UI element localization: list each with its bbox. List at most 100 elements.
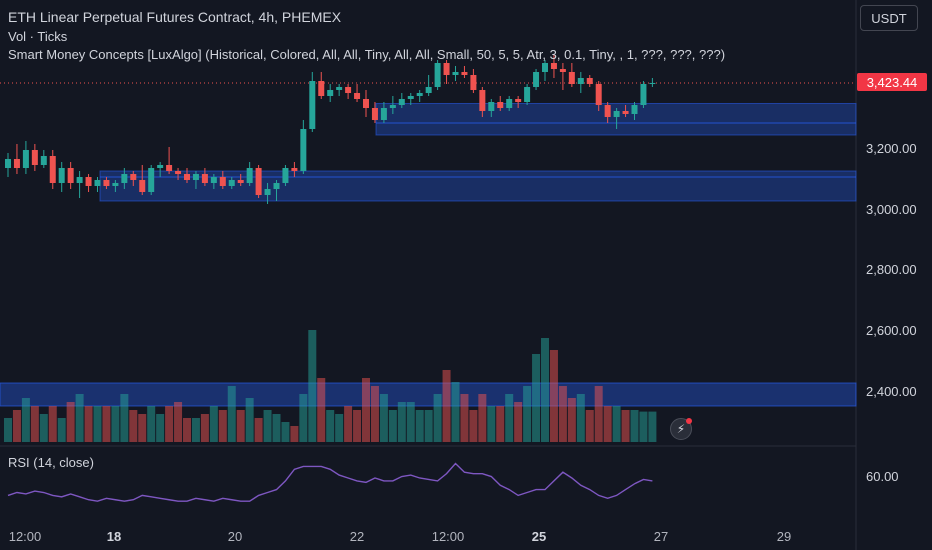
time-label: 22 (349, 529, 365, 544)
volume-bar (460, 394, 469, 442)
volume-bar (424, 410, 433, 442)
volume-bar (603, 406, 612, 442)
price-label: 3,000.00 (866, 202, 917, 217)
candle-body (407, 96, 414, 99)
candle-body (640, 84, 647, 105)
candle-body (184, 174, 190, 180)
volume-bar (308, 330, 317, 442)
volume-bar (612, 406, 621, 442)
candle-body (300, 129, 307, 171)
volume-bar (415, 410, 424, 442)
volume-bar (57, 418, 66, 442)
volume-bar (585, 410, 594, 442)
volume-bar (84, 406, 93, 442)
candle-body (434, 63, 441, 87)
candle-body (210, 177, 217, 183)
rsi-indicator-label[interactable]: RSI (14, close) (8, 455, 94, 470)
candle-body (452, 72, 459, 75)
time-label: 20 (227, 529, 243, 544)
volume-bar (558, 386, 567, 442)
volume-bar (147, 406, 156, 442)
order-block-zone (375, 103, 857, 136)
volume-bar (648, 411, 657, 442)
chart-title: ETH Linear Perpetual Futures Contract, 4… (8, 9, 342, 25)
volume-bar (496, 406, 505, 442)
volume-bar (272, 414, 281, 442)
candle-body (31, 150, 38, 165)
candle-body (309, 81, 316, 129)
volume-bar (236, 410, 245, 442)
time-label: 18 (106, 529, 122, 544)
price-label: 2,600.00 (866, 323, 917, 338)
volume-bar (362, 378, 370, 442)
candle-body (273, 183, 280, 189)
candle-body (76, 177, 83, 183)
volume-bar (514, 402, 523, 442)
volume-bar (487, 406, 496, 442)
volume-bar (48, 406, 57, 442)
volume-bar (93, 406, 102, 442)
volume-bar (406, 402, 415, 442)
volume-zone (0, 382, 857, 407)
candle-body (192, 174, 199, 180)
candle-body (568, 72, 575, 84)
volume-bar (174, 402, 183, 442)
volume-bar (621, 410, 630, 442)
candle-body (363, 99, 369, 108)
candle-body (604, 105, 611, 117)
lightning-icon[interactable]: ⚡ (670, 418, 692, 440)
candle-body (461, 72, 468, 75)
volume-bar (541, 338, 549, 442)
time-label: 12:00 (431, 529, 465, 544)
candle-body (237, 180, 244, 183)
candle-body (613, 111, 620, 117)
candle-body (112, 183, 119, 186)
volume-bar (639, 411, 648, 442)
rsi-line (7, 462, 653, 502)
volume-bar (335, 414, 344, 442)
volume-bar (567, 398, 576, 442)
volume-bar (353, 410, 362, 442)
volume-bar (281, 422, 290, 442)
volume-bar (138, 414, 147, 442)
candle-body (336, 87, 343, 90)
volume-bar (397, 402, 406, 442)
candle-body (398, 99, 405, 105)
volume-bar (326, 410, 335, 442)
candle-body (49, 156, 56, 183)
candle-body (22, 150, 29, 168)
candle-body (595, 84, 602, 105)
volume-bar (594, 386, 603, 442)
notification-dot (686, 418, 692, 424)
candle-body (13, 159, 20, 168)
candle-body (175, 171, 182, 174)
candle-body (470, 75, 477, 90)
candle-body (58, 168, 65, 183)
candle-body (5, 159, 11, 168)
price-label: 3,200.00 (866, 141, 917, 156)
candle-body (497, 102, 504, 108)
volume-bar (30, 406, 39, 442)
candle-body (85, 177, 92, 186)
volume-bar (299, 394, 308, 442)
candle-body (327, 90, 334, 96)
volume-bar (523, 386, 532, 442)
smc-indicator-label[interactable]: Smart Money Concepts [LuxAlgo] (Historic… (8, 47, 726, 62)
candle-body (586, 78, 593, 84)
time-label: 12:00 (8, 529, 42, 544)
volume-bar (156, 414, 165, 442)
candle-body (533, 72, 540, 87)
volume-bar (388, 410, 397, 442)
candle-body (524, 87, 531, 102)
volume-bar (442, 370, 451, 442)
currency-button[interactable]: USDT (860, 5, 918, 31)
volume-bar (254, 418, 263, 442)
volume-bar (165, 406, 174, 442)
candle-body (130, 174, 137, 180)
rsi-level-label: 60.00 (866, 469, 899, 484)
volume-indicator-label[interactable]: Vol · Ticks (8, 29, 68, 44)
volume-bar (218, 410, 227, 442)
candle-body (550, 63, 557, 69)
candle-body (67, 168, 74, 183)
